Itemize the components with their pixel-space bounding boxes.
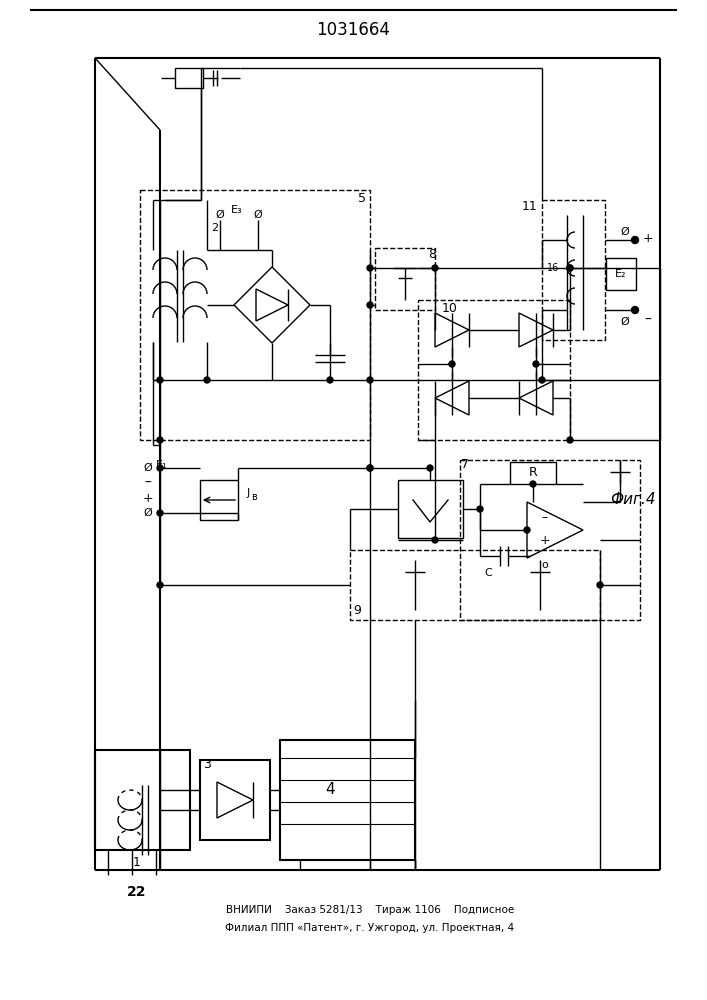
Circle shape xyxy=(524,527,530,533)
Circle shape xyxy=(157,510,163,516)
Circle shape xyxy=(367,265,373,271)
Text: 22: 22 xyxy=(127,885,147,899)
Text: Фиг.4: Фиг.4 xyxy=(610,492,656,508)
Text: –: – xyxy=(645,313,651,327)
Text: Ø: Ø xyxy=(144,463,153,473)
Circle shape xyxy=(157,437,163,443)
Text: –: – xyxy=(144,476,151,490)
Text: 4: 4 xyxy=(325,782,335,798)
Text: E₂: E₂ xyxy=(615,269,626,279)
Circle shape xyxy=(567,437,573,443)
Text: C: C xyxy=(484,568,492,578)
Circle shape xyxy=(631,306,638,314)
Text: Ø: Ø xyxy=(216,210,224,220)
Circle shape xyxy=(567,265,573,271)
Text: 10: 10 xyxy=(442,302,458,314)
Circle shape xyxy=(530,481,536,487)
Text: +: + xyxy=(143,491,153,504)
Circle shape xyxy=(427,465,433,471)
Text: o: o xyxy=(542,560,549,570)
Circle shape xyxy=(157,465,163,471)
Circle shape xyxy=(597,582,603,588)
Text: 7: 7 xyxy=(461,458,469,472)
Text: 5: 5 xyxy=(358,192,366,205)
Text: Филиал ППП «Патент», г. Ужгород, ул. Проектная, 4: Филиал ППП «Патент», г. Ужгород, ул. Про… xyxy=(226,923,515,933)
Bar xyxy=(200,760,270,840)
Bar xyxy=(606,258,636,290)
Bar xyxy=(398,480,463,538)
Bar xyxy=(140,190,370,440)
Circle shape xyxy=(432,537,438,543)
Bar xyxy=(280,740,415,860)
Bar xyxy=(542,200,605,340)
Text: Ø: Ø xyxy=(621,227,629,237)
Bar xyxy=(350,550,600,620)
Circle shape xyxy=(539,377,545,383)
Circle shape xyxy=(477,506,483,512)
Text: 1: 1 xyxy=(133,856,141,868)
Text: 1031664: 1031664 xyxy=(316,21,390,39)
Text: R: R xyxy=(529,466,537,480)
Circle shape xyxy=(367,302,373,308)
Text: J: J xyxy=(246,488,250,498)
Circle shape xyxy=(157,377,163,383)
Circle shape xyxy=(367,465,373,471)
Circle shape xyxy=(432,265,438,271)
Text: в: в xyxy=(251,492,257,502)
Bar xyxy=(418,300,570,440)
Text: –: – xyxy=(542,512,548,524)
Text: 3: 3 xyxy=(203,758,211,772)
Text: +: + xyxy=(539,534,550,546)
Text: 9: 9 xyxy=(353,603,361,616)
Circle shape xyxy=(367,465,373,471)
Circle shape xyxy=(449,361,455,367)
Text: ВНИИПИ    Заказ 5281/13    Тираж 1106    Подписное: ВНИИПИ Заказ 5281/13 Тираж 1106 Подписно… xyxy=(226,905,514,915)
Bar xyxy=(200,480,238,520)
Text: Ø: Ø xyxy=(254,210,262,220)
Circle shape xyxy=(631,236,638,243)
Bar xyxy=(175,68,203,88)
Text: Ø: Ø xyxy=(144,508,153,518)
Circle shape xyxy=(157,582,163,588)
Bar xyxy=(95,750,190,850)
Text: +: + xyxy=(643,232,653,244)
Circle shape xyxy=(567,265,573,271)
Text: E₁: E₁ xyxy=(156,460,168,470)
Bar xyxy=(460,460,640,620)
Circle shape xyxy=(367,377,373,383)
Circle shape xyxy=(327,377,333,383)
Text: 8: 8 xyxy=(428,247,436,260)
Text: 16: 16 xyxy=(547,263,559,273)
Text: 2: 2 xyxy=(211,223,218,233)
Circle shape xyxy=(533,361,539,367)
Text: Ø: Ø xyxy=(621,317,629,327)
Bar xyxy=(375,248,435,310)
Text: 11: 11 xyxy=(522,200,538,213)
Circle shape xyxy=(204,377,210,383)
Bar xyxy=(510,462,556,484)
Text: E₃: E₃ xyxy=(231,205,243,215)
